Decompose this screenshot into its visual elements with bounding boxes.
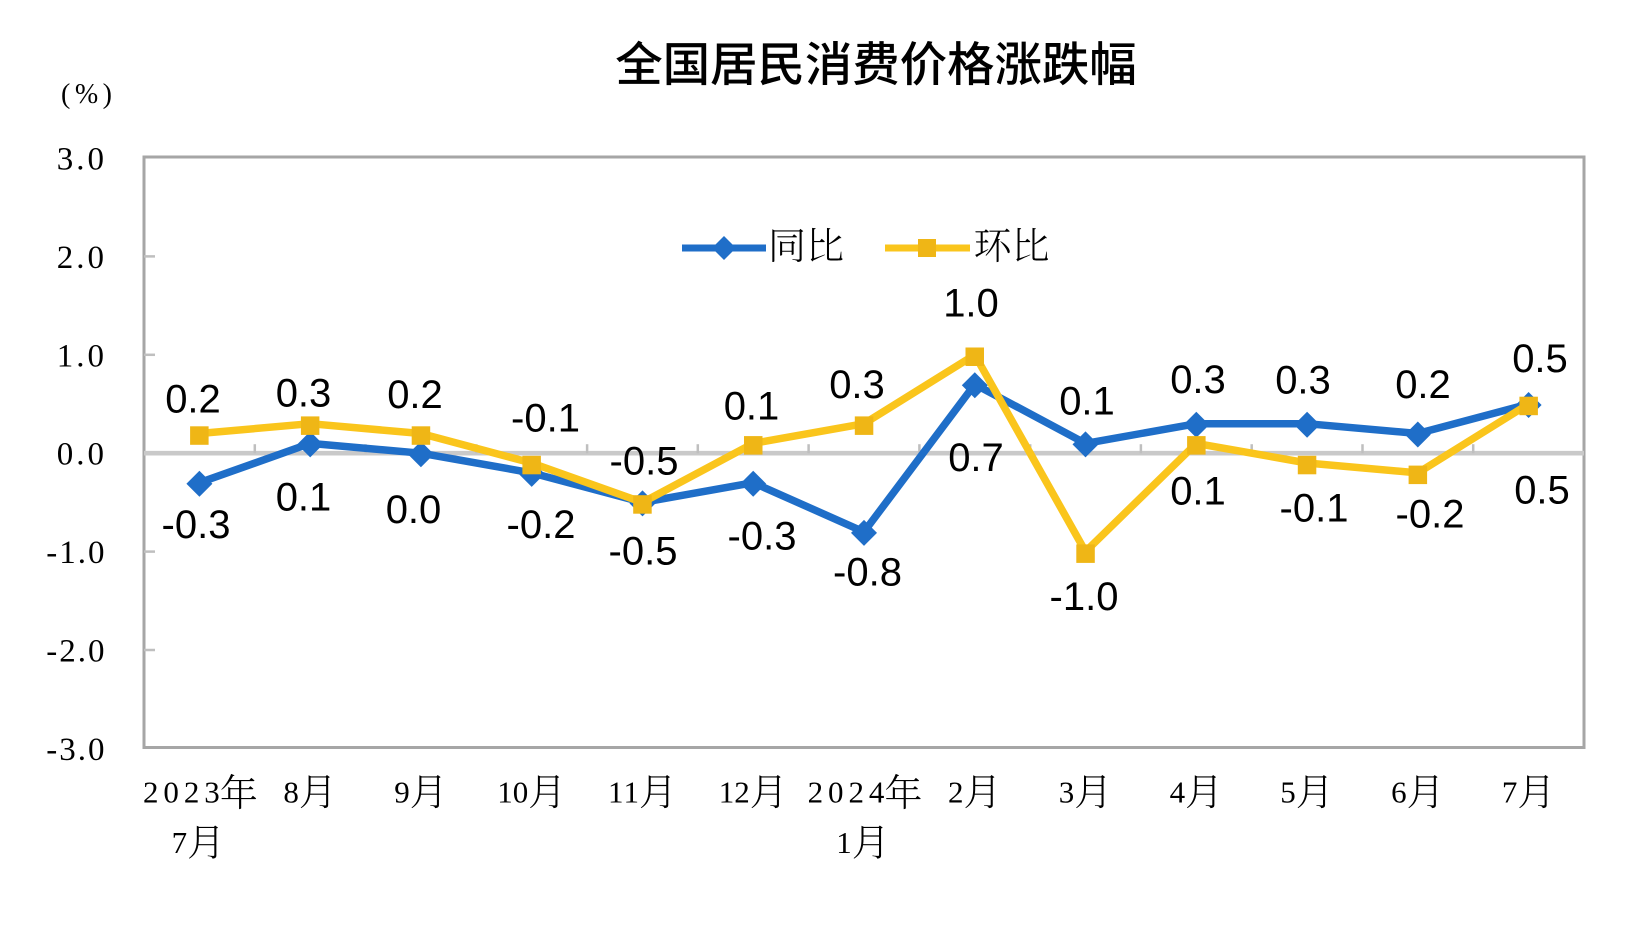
svg-text:-1.0: -1.0: [46, 535, 106, 571]
svg-text:12: 12: [719, 775, 750, 810]
svg-text:11: 11: [608, 775, 639, 810]
svg-text:2: 2: [948, 775, 964, 810]
svg-text:6: 6: [1391, 775, 1407, 810]
svg-text:1: 1: [836, 825, 852, 860]
svg-text:0.3: 0.3: [1275, 359, 1331, 403]
svg-text:5: 5: [1280, 775, 1296, 810]
svg-text:1.0: 1.0: [943, 282, 999, 326]
svg-text:0.1: 0.1: [276, 476, 332, 520]
svg-text:0.3: 0.3: [829, 363, 885, 407]
svg-text:9: 9: [394, 775, 410, 810]
svg-text:1.0: 1.0: [57, 338, 107, 374]
svg-text:-0.3: -0.3: [162, 503, 231, 547]
svg-text:0.5: 0.5: [1512, 337, 1568, 381]
svg-text:-0.2: -0.2: [1396, 493, 1465, 537]
svg-text:3.0: 3.0: [57, 141, 107, 177]
svg-text:-0.1: -0.1: [511, 397, 580, 441]
svg-text:(%): (%): [61, 79, 112, 110]
svg-text:7: 7: [172, 825, 188, 860]
svg-text:4: 4: [1170, 775, 1186, 810]
svg-text:0.7: 0.7: [948, 436, 1004, 480]
svg-text:0.3: 0.3: [276, 372, 332, 416]
svg-text:0.1: 0.1: [1059, 380, 1115, 424]
svg-text:8: 8: [283, 775, 299, 810]
svg-text:-0.3: -0.3: [728, 515, 797, 559]
svg-text:0.0: 0.0: [57, 437, 107, 473]
svg-text:10: 10: [497, 775, 528, 810]
svg-text:0.2: 0.2: [1395, 363, 1451, 407]
svg-text:3: 3: [1059, 775, 1075, 810]
svg-text:0.5: 0.5: [1514, 469, 1570, 513]
svg-text:0.1: 0.1: [724, 385, 780, 429]
svg-text:7: 7: [1502, 775, 1518, 810]
svg-text:-0.8: -0.8: [833, 551, 902, 595]
svg-text:0.3: 0.3: [1170, 358, 1226, 402]
svg-text:-2.0: -2.0: [46, 634, 106, 670]
svg-text:0.2: 0.2: [387, 373, 443, 417]
svg-text:-1.0: -1.0: [1050, 575, 1119, 619]
svg-text:-0.2: -0.2: [507, 503, 576, 547]
svg-text:-3.0: -3.0: [46, 732, 106, 768]
svg-text:-0.5: -0.5: [609, 530, 678, 574]
svg-text:-0.5: -0.5: [610, 440, 679, 484]
svg-text:2.0: 2.0: [57, 240, 107, 276]
svg-text:0.0: 0.0: [386, 488, 442, 532]
svg-text:-0.1: -0.1: [1280, 487, 1349, 531]
svg-text:0.2: 0.2: [165, 378, 221, 422]
svg-text:0.1: 0.1: [1170, 470, 1226, 514]
